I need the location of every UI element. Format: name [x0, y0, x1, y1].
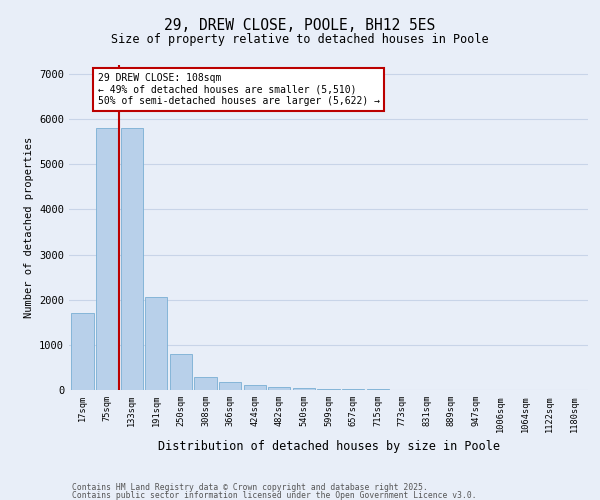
Bar — [194, 378, 217, 390]
Text: Contains public sector information licensed under the Open Government Licence v3: Contains public sector information licen… — [72, 491, 476, 500]
Bar — [71, 314, 94, 390]
Bar — [170, 354, 192, 390]
Bar — [244, 386, 266, 390]
Text: Size of property relative to detached houses in Poole: Size of property relative to detached ho… — [111, 32, 489, 46]
Text: 29 DREW CLOSE: 108sqm
← 49% of detached houses are smaller (5,510)
50% of semi-d: 29 DREW CLOSE: 108sqm ← 49% of detached … — [98, 73, 380, 106]
Bar — [268, 386, 290, 390]
Bar — [293, 388, 315, 390]
Bar — [342, 389, 364, 390]
Bar — [96, 128, 118, 390]
Text: 29, DREW CLOSE, POOLE, BH12 5ES: 29, DREW CLOSE, POOLE, BH12 5ES — [164, 18, 436, 32]
X-axis label: Distribution of detached houses by size in Poole: Distribution of detached houses by size … — [157, 440, 499, 453]
Text: Contains HM Land Registry data © Crown copyright and database right 2025.: Contains HM Land Registry data © Crown c… — [72, 482, 428, 492]
Y-axis label: Number of detached properties: Number of detached properties — [23, 137, 34, 318]
Bar — [145, 298, 167, 390]
Bar — [317, 388, 340, 390]
Bar — [219, 382, 241, 390]
Bar — [121, 128, 143, 390]
